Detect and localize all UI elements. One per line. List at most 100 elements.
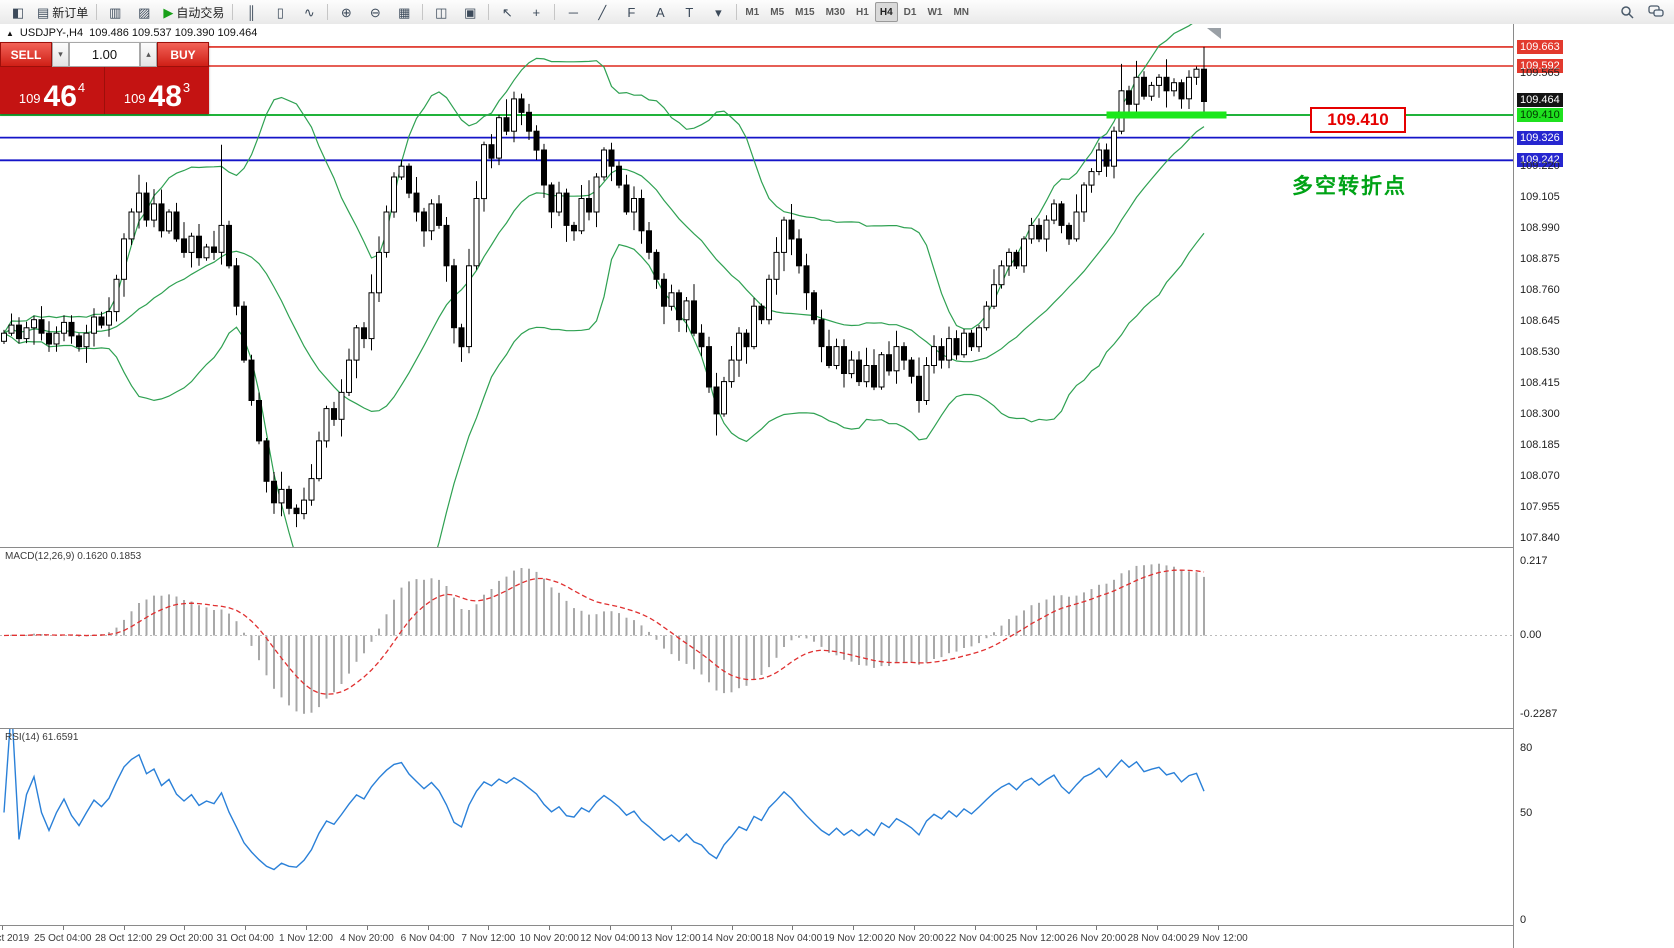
price-scale-label-109.663: 109.663 — [1517, 39, 1563, 54]
profiles-icon: ▨ — [138, 4, 151, 20]
bar-chart-button[interactable]: ║ — [237, 1, 265, 23]
arrange-windows-button[interactable]: ▣ — [456, 1, 484, 23]
price-scale-label-108.760: 108.760 — [1520, 284, 1560, 297]
price-scale-label-108.185: 108.185 — [1520, 438, 1560, 451]
new-order-button[interactable]: ▤ 新订单 — [33, 1, 92, 23]
time-tick — [731, 926, 733, 930]
terminal-button[interactable]: ◧ — [4, 1, 32, 23]
timeframe-MN-button[interactable]: MN — [953, 6, 969, 18]
zoom-in-button[interactable]: ⊕ — [332, 1, 360, 23]
autotrading-button[interactable]: ▶ 自动交易 — [159, 1, 228, 23]
time-tick — [184, 926, 186, 930]
price-scale-label-109.565: 109.565 — [1520, 67, 1560, 80]
time-tick — [2, 926, 3, 930]
volume-decrement-button[interactable]: ▾ — [52, 42, 69, 67]
price-level-flag[interactable]: 109.410 — [1310, 107, 1406, 133]
timeframe-M5-button[interactable]: M5 — [770, 6, 785, 18]
time-tick — [914, 926, 915, 930]
cursor-button[interactable]: ↖ — [493, 1, 521, 23]
search-button[interactable] — [1613, 1, 1641, 23]
trendline-button[interactable]: ╱ — [588, 1, 616, 23]
time-tick — [123, 926, 125, 930]
ask-price-display[interactable]: 109 48 3 — [105, 67, 209, 114]
shapes-button[interactable]: ▾ — [704, 1, 732, 23]
toolbar-separator — [736, 4, 738, 20]
text-button[interactable]: A — [646, 1, 674, 23]
volume-input[interactable]: 1.00 — [69, 42, 140, 67]
main-price-chart[interactable] — [0, 24, 1513, 547]
zoom-out-icon: ⊖ — [369, 4, 381, 20]
ohlc-readout: 109.486 109.537 109.390 109.464 — [89, 27, 258, 39]
time-tick — [1035, 926, 1037, 930]
time-label: 25 Nov 12:00 — [1005, 933, 1066, 944]
main-macd-divider[interactable] — [0, 547, 1674, 548]
text-label-button[interactable]: T — [675, 1, 703, 23]
crosshair-button[interactable]: + — [522, 1, 550, 23]
timeframe-M15-button[interactable]: M15 — [795, 6, 815, 18]
chart-windows-button[interactable]: ▥ — [101, 1, 129, 23]
tile-windows-button[interactable]: ◫ — [427, 1, 455, 23]
new-order-button-label: 新订单 — [52, 5, 89, 20]
zoom-out-button[interactable]: ⊖ — [361, 1, 389, 23]
bid-price-display[interactable]: 109 46 4 — [0, 67, 105, 114]
toolbar-separator — [554, 4, 556, 20]
timeframe-M1-button[interactable]: M1 — [745, 6, 760, 18]
time-tick — [549, 926, 551, 930]
price-scale-label-107.955: 107.955 — [1520, 500, 1560, 513]
time-tick — [488, 926, 490, 930]
line-chart-button[interactable]: ∿ — [295, 1, 323, 23]
text-icon: A — [655, 4, 665, 20]
sell-button[interactable]: SELL — [0, 42, 52, 67]
rsi-panel[interactable] — [0, 729, 1513, 925]
time-label: 22 Nov 04:00 — [945, 933, 1005, 944]
grid-button[interactable]: ▦ — [390, 1, 418, 23]
time-tick — [245, 926, 247, 930]
ask-big-digits: 48 — [148, 79, 182, 113]
price-scale-label-108.990: 108.990 — [1520, 222, 1560, 235]
time-tick — [1096, 926, 1098, 930]
macd-label: MACD(12,26,9) 0.1620 0.1853 — [5, 551, 142, 562]
chat-button[interactable] — [1642, 1, 1670, 23]
grid-icon: ▦ — [398, 4, 411, 20]
timeframe-H4-button[interactable]: H4 — [874, 2, 898, 22]
fibonacci-button[interactable]: F — [617, 1, 645, 23]
symbol-marker-icon: ▲ — [6, 28, 14, 38]
time-label: 29 Nov 12:00 — [1188, 933, 1248, 944]
time-label: 26 Nov 20:00 — [1066, 933, 1127, 944]
buy-button[interactable]: BUY — [157, 42, 209, 67]
time-label: 12 Nov 04:00 — [580, 933, 640, 944]
time-label: 28 Oct 12:00 — [94, 933, 153, 944]
support-highlight-bar[interactable] — [1106, 111, 1227, 119]
timeframe-W1-button[interactable]: W1 — [927, 6, 943, 18]
rsi-scale-label-50: 50 — [1520, 806, 1533, 819]
candle-chart-button[interactable]: ▯ — [266, 1, 294, 23]
horizontal-line-button[interactable]: ─ — [559, 1, 587, 23]
timeframe-M30-button[interactable]: M30 — [825, 6, 846, 18]
zoom-in-icon: ⊕ — [340, 4, 352, 20]
time-label: 10 Nov 20:00 — [519, 933, 579, 944]
trendline-icon: ╱ — [598, 4, 607, 20]
chart-shift-marker-icon[interactable] — [1207, 28, 1221, 39]
rsi-scale-label-80: 80 — [1520, 742, 1533, 754]
price-scale-label-109.105: 109.105 — [1520, 191, 1560, 204]
terminal-icon: ◧ — [11, 4, 25, 20]
profiles-button[interactable]: ▨ — [130, 1, 158, 23]
arrange-windows-icon: ▣ — [464, 4, 477, 20]
timeframe-D1-button[interactable]: D1 — [903, 6, 917, 18]
macd-rsi-divider[interactable] — [0, 728, 1674, 729]
time-label: 1 Nov 12:00 — [279, 933, 333, 944]
volume-increment-button[interactable]: ▴ — [140, 42, 157, 67]
macd-panel[interactable] — [0, 548, 1513, 728]
horizontal-line-icon: ─ — [568, 4, 578, 20]
time-label: 18 Nov 04:00 — [762, 933, 823, 944]
one-click-trade-widget: SELL ▾ 1.00 ▴ BUY 109 46 4 109 48 3 — [0, 42, 209, 114]
price-scale[interactable]: 109.663 109.592 109.565 109.464 109.410 109.3… — [1513, 24, 1674, 948]
price-scale-label-109.220: 109.220 — [1520, 160, 1560, 173]
time-label: 31 Oct 04:00 — [216, 933, 274, 944]
price-scale-label-109.242: 109.242 — [1517, 153, 1563, 168]
timeframe-H1-button[interactable]: H1 — [856, 6, 869, 18]
time-tick — [1157, 926, 1159, 930]
price-scale-label-109.592: 109.592 — [1517, 59, 1563, 73]
price-scale-label-109.326: 109.326 — [1517, 130, 1563, 145]
